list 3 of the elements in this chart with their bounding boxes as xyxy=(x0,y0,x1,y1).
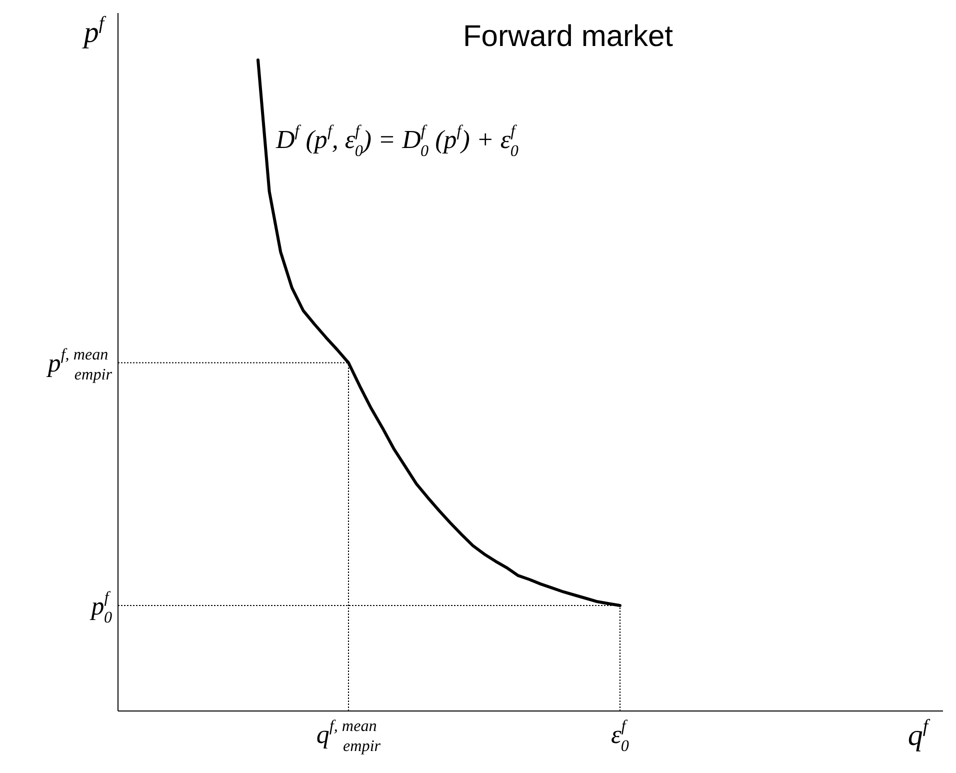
text: q$^{f}$ xyxy=(908,716,931,752)
chart-title: Forward market xyxy=(462,20,674,53)
y-axis-title: p$^{f}$ xyxy=(82,12,107,49)
